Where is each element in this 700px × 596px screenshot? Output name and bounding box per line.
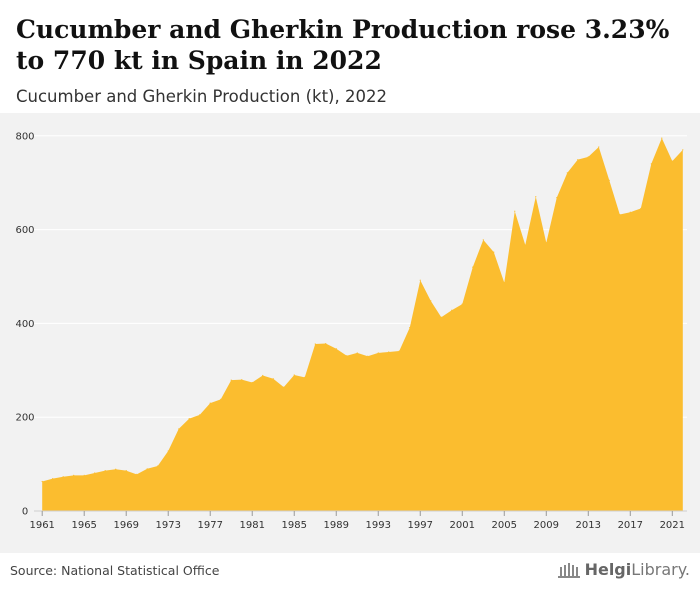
- data-point: [367, 355, 369, 357]
- data-point: [619, 213, 621, 216]
- data-point: [650, 163, 652, 165]
- header: Cucumber and Gherkin Production rose 3.2…: [16, 14, 686, 106]
- data-point: [356, 352, 358, 354]
- data-point: [157, 465, 159, 467]
- x-tick-label: 2017: [618, 520, 643, 531]
- y-tick-label: 400: [15, 319, 34, 330]
- data-point: [251, 381, 253, 384]
- source-note: Source: National Statistical Office: [10, 563, 220, 578]
- data-point: [430, 300, 432, 302]
- data-point: [419, 279, 421, 281]
- data-point: [230, 379, 232, 381]
- data-point: [167, 450, 169, 452]
- x-tick-label: 1997: [408, 520, 433, 531]
- data-point: [545, 242, 547, 244]
- data-point: [283, 386, 285, 388]
- x-tick-label: 1969: [113, 520, 138, 531]
- production-area: [42, 138, 683, 512]
- data-point: [293, 374, 295, 376]
- x-tick-label: 1977: [197, 520, 222, 531]
- data-point: [94, 472, 96, 474]
- x-tick-label: 2001: [450, 520, 475, 531]
- data-point: [535, 196, 537, 198]
- logo-text: HelgiLibrary.: [584, 560, 690, 579]
- x-tick-label: 1989: [324, 520, 349, 531]
- data-point: [493, 251, 495, 253]
- data-point: [304, 376, 306, 378]
- data-point: [83, 474, 85, 476]
- helgi-library-logo[interactable]: HelgiLibrary.: [557, 560, 690, 579]
- x-tick-label: 1965: [71, 520, 96, 531]
- area-chart: 0 200 400 600 800 1961 1965 1969 1973 1977 1981 198…: [15, 131, 687, 531]
- data-point: [566, 172, 568, 174]
- data-point: [220, 398, 222, 400]
- data-point: [482, 239, 484, 241]
- data-point: [272, 378, 274, 380]
- data-point: [598, 146, 600, 148]
- data-point: [41, 480, 43, 483]
- data-point: [661, 137, 663, 139]
- data-point: [199, 414, 201, 416]
- data-point: [671, 160, 673, 162]
- x-tick-label: 2013: [576, 520, 601, 531]
- data-point: [52, 478, 54, 480]
- x-tick-label: 1973: [155, 520, 180, 531]
- y-tick-label: 800: [15, 131, 34, 142]
- data-point: [682, 149, 684, 151]
- data-point: [398, 350, 400, 352]
- library-building-icon: [557, 562, 580, 578]
- data-point: [115, 468, 117, 470]
- data-point: [451, 309, 453, 311]
- x-tick-label: 1985: [282, 520, 307, 531]
- data-point: [125, 470, 127, 472]
- data-point: [377, 352, 379, 354]
- data-point: [104, 470, 106, 472]
- data-point: [209, 402, 211, 404]
- y-tick-label: 600: [15, 225, 34, 236]
- x-tick-label: 2021: [660, 520, 685, 531]
- data-point: [73, 474, 75, 476]
- data-point: [262, 374, 264, 377]
- data-point: [136, 473, 138, 476]
- chart-title: Cucumber and Gherkin Production rose 3.2…: [16, 15, 670, 75]
- data-point: [62, 476, 64, 478]
- data-point: [472, 266, 474, 268]
- data-point: [503, 281, 505, 284]
- data-point: [461, 303, 463, 305]
- data-point: [440, 316, 442, 318]
- data-point: [178, 428, 180, 430]
- data-point: [146, 468, 148, 470]
- y-tick-label: 200: [15, 413, 34, 424]
- y-tick-label: 0: [22, 507, 28, 518]
- data-point: [241, 379, 243, 381]
- data-point: [640, 207, 642, 210]
- data-point: [577, 159, 579, 161]
- data-point: [629, 211, 631, 213]
- data-point: [608, 179, 610, 181]
- chart-panel: 0 200 400 600 800 1961 1965 1969 1973 1977 1981 198…: [0, 113, 700, 553]
- data-point: [514, 210, 516, 212]
- chart-subtitle: Cucumber and Gherkin Production (kt), 20…: [16, 87, 387, 106]
- x-tick-label: 1993: [366, 520, 391, 531]
- data-point: [335, 348, 337, 350]
- data-point: [325, 342, 327, 345]
- x-tick-label: 1981: [240, 520, 265, 531]
- data-point: [346, 355, 348, 357]
- x-tick-label: 2005: [492, 520, 517, 531]
- data-point: [556, 197, 558, 199]
- x-tick-label: 1961: [29, 520, 54, 531]
- data-point: [409, 327, 411, 329]
- data-point: [587, 156, 589, 158]
- x-tick-label: 2009: [534, 520, 559, 531]
- data-point: [314, 343, 316, 345]
- data-point: [388, 351, 390, 353]
- data-point: [188, 418, 190, 420]
- data-point: [524, 244, 526, 246]
